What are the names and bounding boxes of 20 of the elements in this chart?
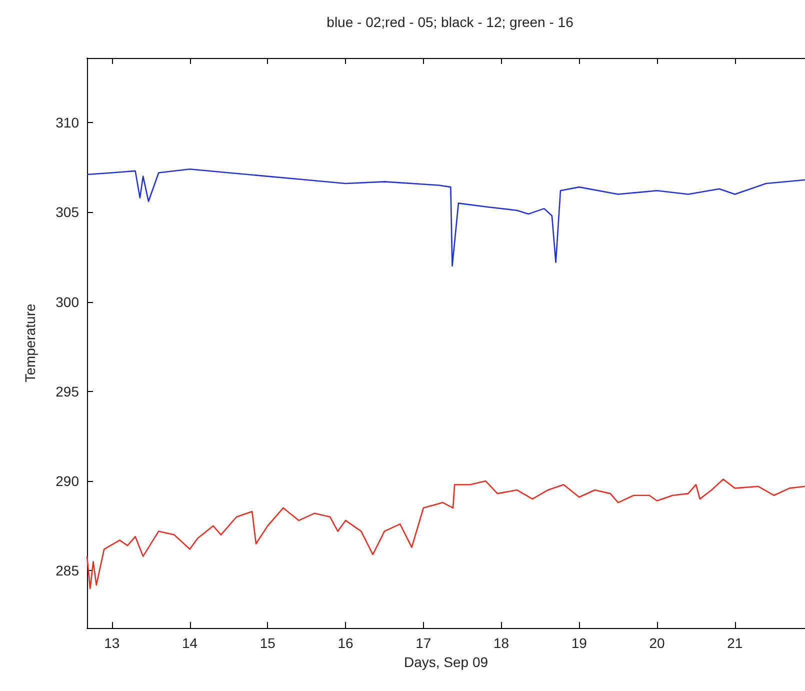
x-tick-label: 16 xyxy=(338,635,354,651)
y-tick-label: 295 xyxy=(56,383,80,400)
y-tick-label: 290 xyxy=(56,473,80,490)
line-series xyxy=(86,168,805,267)
x-tick-label: 14 xyxy=(182,635,198,651)
y-tick-label: 285 xyxy=(56,562,80,579)
y-tick-label: 300 xyxy=(56,294,80,310)
line-series xyxy=(86,478,805,590)
x-tick-label: 15 xyxy=(260,635,276,651)
x-tick-label: 13 xyxy=(104,635,120,651)
y-axis-title: Temperature xyxy=(22,303,38,382)
x-tick-label: 17 xyxy=(416,635,432,651)
x-tick-label: 18 xyxy=(494,635,510,651)
x-tick-label: 20 xyxy=(649,635,666,651)
y-tick-label: 305 xyxy=(56,204,80,220)
x-tick-label: 21 xyxy=(727,635,743,651)
x-tick-label: 19 xyxy=(571,635,588,651)
y-tick-label: 310 xyxy=(56,114,80,131)
chart-title: blue - 02;red - 05; black - 12; green - 16 xyxy=(326,14,574,30)
x-axis-title: Days, Sep 09 xyxy=(404,654,488,670)
